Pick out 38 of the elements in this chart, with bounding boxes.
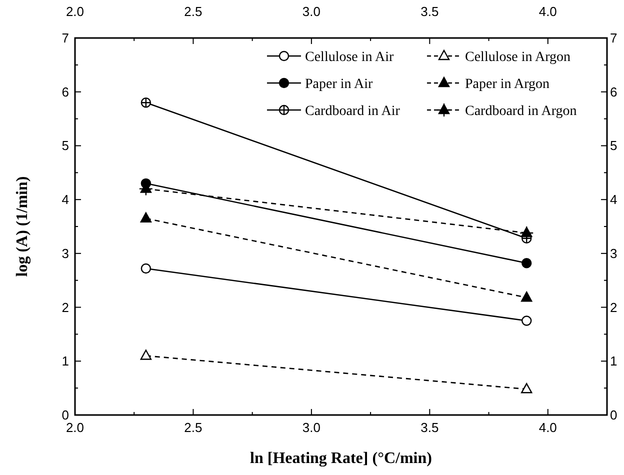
point xyxy=(520,226,534,240)
x2-tick-label: 4.0 xyxy=(538,4,557,19)
x2-tick-label: 2.0 xyxy=(66,4,84,19)
legend-label: Cardboard in Air xyxy=(305,104,400,119)
legend-label: Cardboard in Argon xyxy=(465,104,577,119)
y-tick-label: 0 xyxy=(62,408,69,422)
x-tick-label: 2.0 xyxy=(66,420,84,435)
y2-tick-label: 2 xyxy=(610,300,618,315)
legend-label: Paper in Argon xyxy=(465,77,550,92)
x2-tick-label: 3.0 xyxy=(302,4,320,19)
y-tick-label: 7 xyxy=(62,30,69,46)
y2-tick-label: 4 xyxy=(610,192,618,208)
y2-tick-label: 5 xyxy=(610,138,618,154)
x2-tick-label: 3.5 xyxy=(420,4,439,19)
point xyxy=(140,263,152,274)
y-tick-label: 1 xyxy=(62,354,69,369)
y2-tick-label: 6 xyxy=(610,84,618,100)
y-tick-label: 5 xyxy=(62,138,69,154)
point xyxy=(522,316,532,326)
legend-label: Cellulose in Air xyxy=(305,50,394,65)
y-tick-label: 6 xyxy=(62,84,69,100)
y2-tick-label: 3 xyxy=(610,246,618,261)
legend-label: Cellulose in Argon xyxy=(465,50,571,65)
x-tick-label: 4.0 xyxy=(538,420,557,435)
x-axis-title: ln [Heating Rate] (°C/min) xyxy=(250,450,432,467)
y2-tick-label: 1 xyxy=(610,354,618,369)
x-tick-label: 2.5 xyxy=(184,420,202,435)
y-tick-label: 3 xyxy=(62,246,69,261)
y2-tick-label: 0 xyxy=(610,408,618,422)
legend-label: Paper in Air xyxy=(305,77,373,92)
x-tick-label: 3.5 xyxy=(420,420,439,435)
y-axis-title: log (A) (1/min) xyxy=(14,176,31,277)
y-tick-label: 2 xyxy=(62,300,69,315)
y2-tick-label: 7 xyxy=(610,30,618,46)
point xyxy=(522,258,532,268)
x2-tick-label: 2.5 xyxy=(184,4,202,19)
x-tick-label: 3.0 xyxy=(302,420,320,435)
y-tick-label: 4 xyxy=(62,192,69,208)
